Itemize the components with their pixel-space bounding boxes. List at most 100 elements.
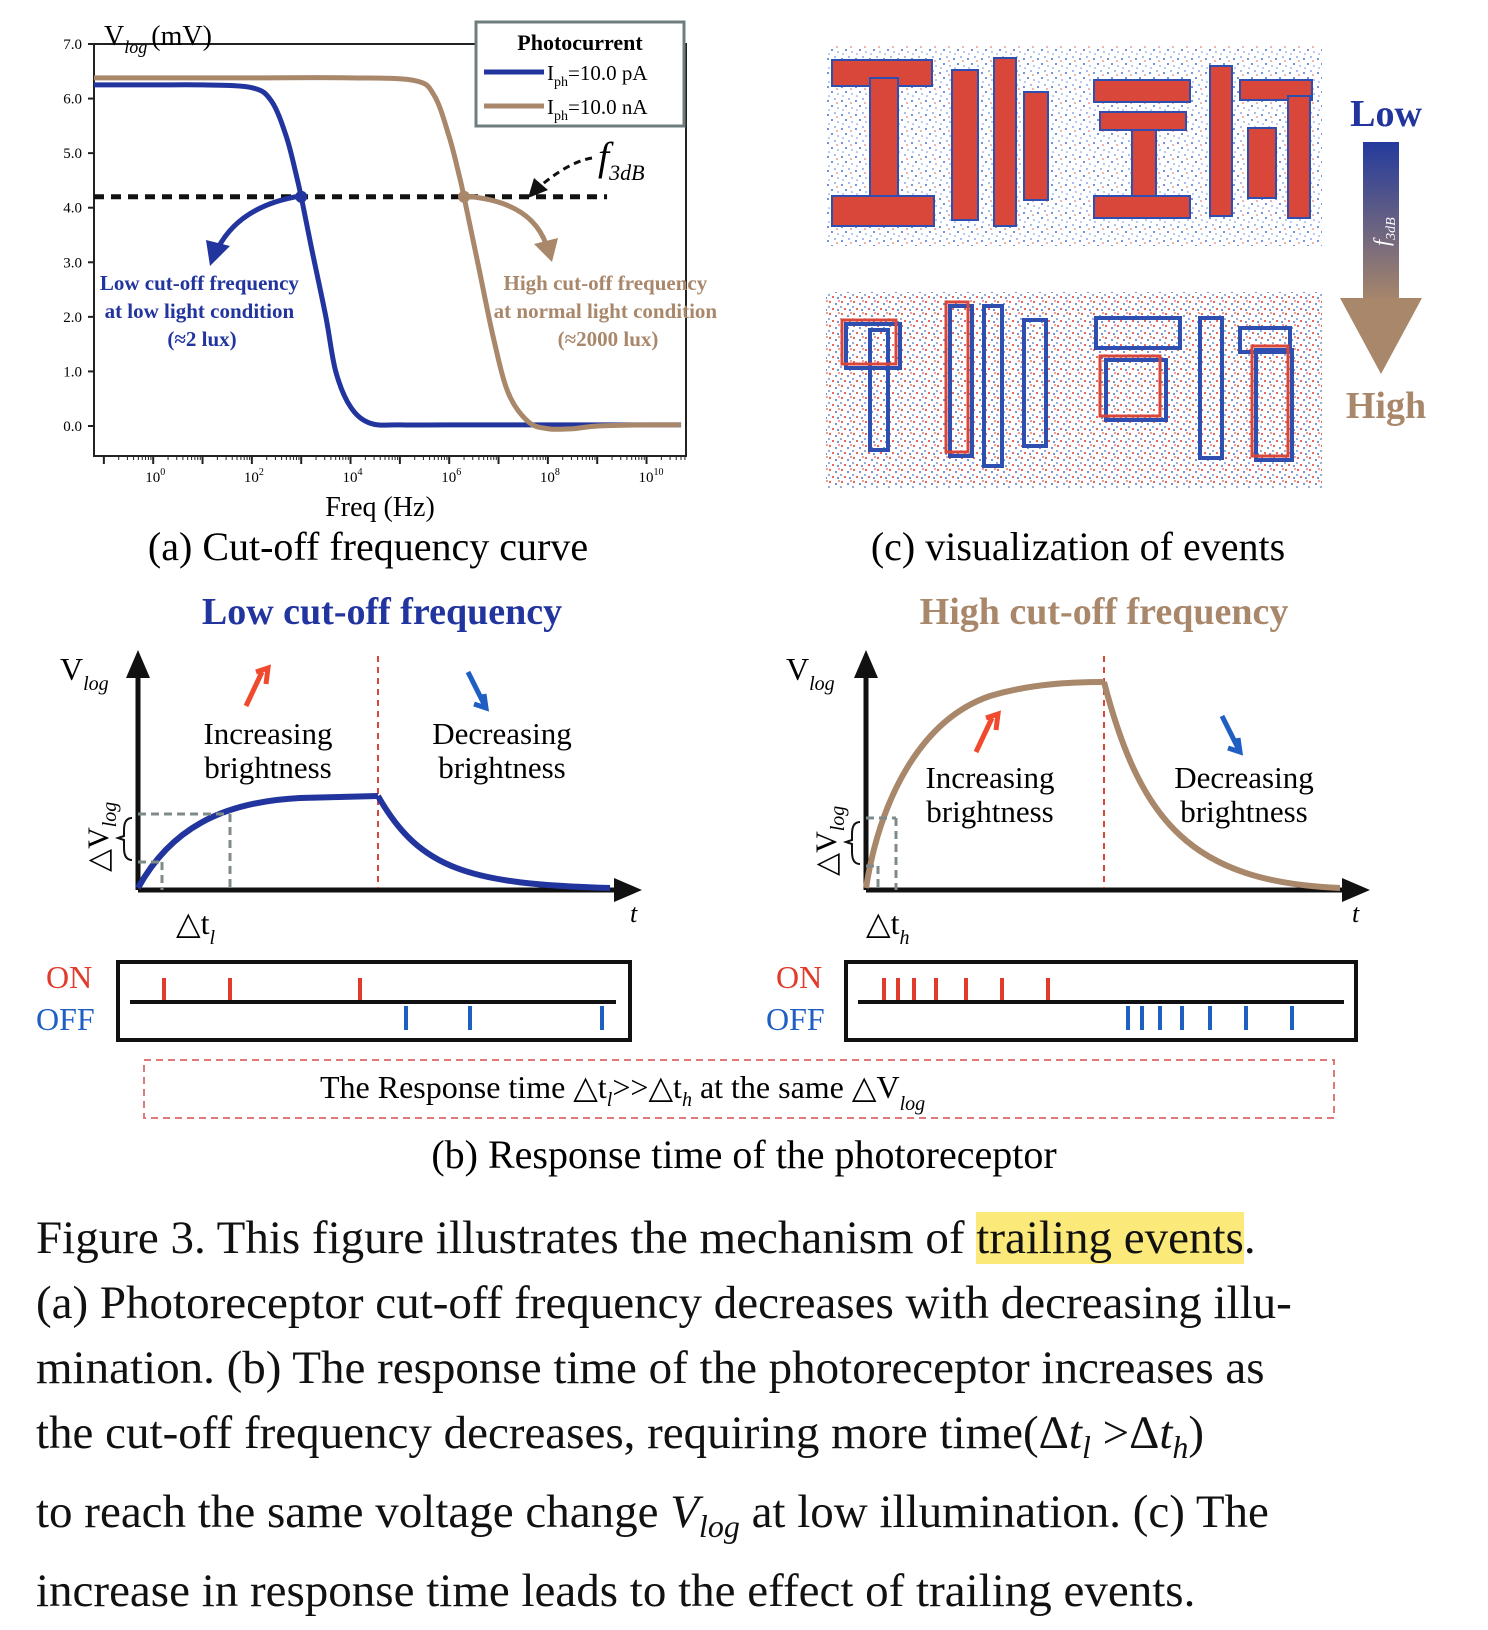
panel-c-caption: (c) visualization of events <box>871 524 1285 569</box>
decrease-arrow-right <box>1219 714 1244 756</box>
vlog-axis-arrowhead-right <box>854 650 878 678</box>
low-cutoff-arrow <box>215 193 301 250</box>
vlog-axis-label-right: Vlog <box>786 651 835 695</box>
t-axis-arrowhead-left <box>614 878 642 902</box>
low-label: Low <box>1350 93 1422 135</box>
off-events-right <box>1126 1006 1294 1030</box>
increasing-label-left: Increasing brightness <box>203 716 332 785</box>
f3db-arrow <box>537 156 593 190</box>
delta-vlog-label-left: △Vlog <box>82 802 121 872</box>
x-tick-label: 104 <box>343 467 363 486</box>
panel-b-left: Low cut-off frequency Vlog t △Vlog △tl I… <box>36 591 642 1042</box>
vlog-axis-label-left: Vlog <box>60 651 109 695</box>
f3db-gradient-arrowhead <box>1340 298 1422 374</box>
y-tick-label: 1.0 <box>63 364 82 380</box>
increase-arrow-left <box>243 664 271 708</box>
low-cutoff-note: Low cut-off frequency at low light condi… <box>100 271 304 351</box>
y-tick-label: 0.0 <box>63 419 82 435</box>
caption-text: the cut-off frequency decreases, requiri… <box>36 1407 1069 1459</box>
caption-text: . <box>1243 1212 1256 1264</box>
y-axis-ticks: 0.0 1.0 2.0 3.0 4.0 5.0 6.0 7.0 <box>63 37 94 435</box>
response-note-box <box>143 1059 1335 1119</box>
decay-curve-right <box>1101 681 1341 891</box>
low-cutoff-arrowhead <box>206 240 230 266</box>
caption-line-6: increase in response time leads to the e… <box>36 1565 1196 1617</box>
rise-curve-left <box>135 793 379 890</box>
decay-curve-left <box>375 794 611 891</box>
y-tick-label: 2.0 <box>63 310 82 326</box>
event-image-low-cutoff <box>826 46 1322 246</box>
y-tick-label: 6.0 <box>63 92 82 108</box>
t-axis-label-right: t <box>1352 899 1360 928</box>
y-tick-label: 5.0 <box>63 146 82 162</box>
x-tick-label: 106 <box>441 467 461 486</box>
panel-c: Low f3dB High (c) visualization of event… <box>826 46 1426 569</box>
f3db-gradient-arrow-shaft <box>1363 142 1399 302</box>
event-box-right <box>844 960 1358 1042</box>
caption-math: t <box>1068 1407 1082 1459</box>
figure-3: 0.0 1.0 2.0 3.0 4.0 5.0 6.0 7.0 100 102 104 106 108… <box>36 20 1426 1177</box>
delta-guides-left <box>138 812 232 890</box>
on-events-left <box>162 978 362 1000</box>
response-note: The Response time △tl>>△th at the same △… <box>320 1069 925 1115</box>
panel-a-plot-frame <box>93 43 687 457</box>
high-cutoff-arrow <box>461 193 549 245</box>
delta-vlog-label-right: △Vlog <box>810 806 849 876</box>
x-tick-label: 102 <box>244 467 264 486</box>
y-tick-label: 7.0 <box>63 37 82 53</box>
y-axis-title: Vlog (mV) <box>104 21 212 57</box>
delta-t-low-label: △tl <box>176 905 216 949</box>
x-tick-label: 1010 <box>639 467 664 486</box>
caption-line-5: to reach the same voltage change Vlog at… <box>36 1480 1466 1559</box>
vlog-axis-arrowhead-left <box>126 650 150 678</box>
caption-math: t <box>1159 1407 1173 1459</box>
x-axis-ticks: 100 102 104 106 108 1010 <box>102 456 686 486</box>
panel-b-right: High cut-off frequency Vlog t △Vlog △th … <box>766 591 1370 1042</box>
caption-line-4: the cut-off frequency decreases, requiri… <box>36 1401 1466 1480</box>
on-label-right: ON <box>776 959 822 995</box>
decrease-arrow-left <box>465 670 490 712</box>
series-line-10pa <box>93 82 682 428</box>
caption-line-1: Figure 3. This figure illustrates the me… <box>36 1206 1466 1271</box>
high-cutoff-arrowhead <box>534 238 558 262</box>
figure-caption: Figure 3. This figure illustrates the me… <box>36 1206 1466 1624</box>
event-image-high-cutoff <box>826 292 1322 488</box>
off-label-right: OFF <box>766 1001 825 1037</box>
x-tick-label: 108 <box>540 467 560 486</box>
caption-text: at low illumination. (c) The <box>739 1486 1269 1538</box>
panel-a: 0.0 1.0 2.0 3.0 4.0 5.0 6.0 7.0 100 102 104 106 108… <box>63 20 717 569</box>
t-axis-arrowhead-right <box>1342 878 1370 902</box>
event-box-left <box>116 960 632 1042</box>
y-tick-label: 4.0 <box>63 201 82 217</box>
f3db-label: f3dB <box>598 134 645 185</box>
legend-label-10pa: Iph=10.0 pA <box>547 61 648 90</box>
delta-guides-right <box>866 816 898 890</box>
rise-curve-right <box>863 679 1105 889</box>
legend: Photocurrent Iph=10.0 pA Iph=10.0 nA <box>474 20 686 128</box>
caption-math-sub: log <box>698 1508 740 1544</box>
legend-title: Photocurrent <box>517 30 643 55</box>
high-cutoff-title: High cut-off frequency <box>920 591 1289 633</box>
off-label-left: OFF <box>36 1001 95 1037</box>
f3db-arrowhead <box>528 178 548 198</box>
on-label-left: ON <box>46 959 92 995</box>
high-label: High <box>1346 385 1426 427</box>
decreasing-label-right: Decreasing brightness <box>1174 760 1313 829</box>
caption-math-sub: l <box>1081 1429 1091 1465</box>
low-cutoff-title: Low cut-off frequency <box>202 591 562 633</box>
caption-highlight: trailing events <box>976 1212 1244 1264</box>
caption-line-2: (a) Photoreceptor cut-off frequency decr… <box>36 1277 1292 1329</box>
caption-text: ) <box>1188 1407 1205 1459</box>
caption-text: >Δ <box>1090 1407 1160 1459</box>
x-axis-title: Freq (Hz) <box>325 492 435 523</box>
increase-arrow-right <box>973 710 1001 754</box>
on-events-right <box>882 978 1050 1000</box>
decreasing-label-left: Decreasing brightness <box>432 716 571 785</box>
y-tick-label: 3.0 <box>63 255 82 271</box>
panel-b-caption: (b) Response time of the photoreceptor <box>431 1132 1056 1177</box>
legend-label-10na: Iph=10.0 nA <box>547 95 648 124</box>
delta-t-high-label: △th <box>866 905 910 949</box>
caption-math-sub: h <box>1172 1429 1189 1465</box>
delta-brace-left <box>114 817 133 861</box>
off-events-left <box>404 1006 604 1030</box>
